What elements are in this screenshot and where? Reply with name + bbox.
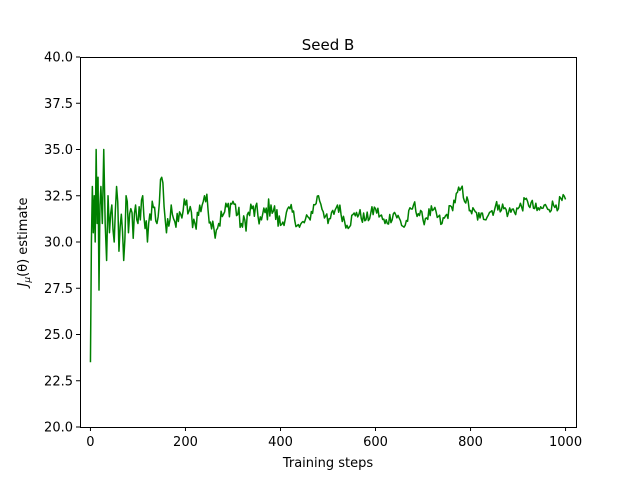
- x-tick-label: 0: [86, 435, 94, 450]
- y-axis-label-rest: (θ) estimate: [16, 197, 31, 276]
- y-tick-label: 20.0: [44, 421, 73, 436]
- x-tick-label: 800: [458, 435, 483, 450]
- x-tick-label: 200: [173, 435, 198, 450]
- y-axis-label-main: J: [16, 283, 31, 290]
- x-axis-label: Training steps: [282, 456, 374, 471]
- y-tick-label: 35.0: [44, 143, 73, 158]
- y-axis-label-sub: μ: [23, 277, 33, 284]
- x-tick-label: 600: [363, 435, 388, 450]
- chart-title: Seed B: [302, 36, 355, 54]
- x-tick-label: 1000: [549, 435, 582, 450]
- y-tick-label: 40.0: [44, 51, 73, 66]
- plot-frame: [80, 57, 577, 428]
- y-tick-label: 25.0: [44, 328, 73, 343]
- y-axis-ticks: 20.0 22.5 25.0 27.5 30.0 32.5 35.0 37.5 40.0: [44, 51, 80, 436]
- y-tick-label: 27.5: [44, 282, 73, 297]
- series-line: [89, 148, 567, 363]
- y-axis-label: Jμ(θ) estimate: [16, 197, 33, 289]
- y-tick-label: 37.5: [44, 97, 73, 112]
- y-tick-label: 22.5: [44, 374, 73, 389]
- y-tick-label: 32.5: [44, 189, 73, 204]
- x-tick-label: 400: [268, 435, 293, 450]
- series-layer: [89, 148, 567, 363]
- x-axis-ticks: 0 200 400 600 800 1000: [86, 427, 582, 450]
- y-tick-label: 30.0: [44, 236, 73, 251]
